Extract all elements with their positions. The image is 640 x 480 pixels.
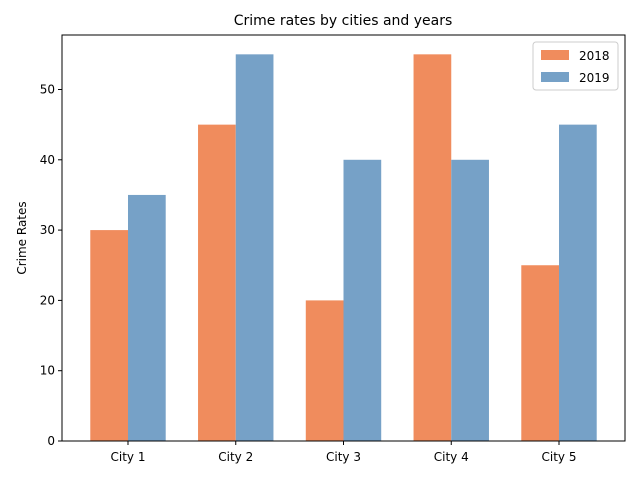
y-tick-label: 30 <box>40 223 55 237</box>
y-tick-label: 50 <box>40 82 55 96</box>
bar-2019-city-5 <box>559 124 597 442</box>
x-tick-label: City 4 <box>434 450 469 464</box>
x-tick-label: City 3 <box>326 450 361 464</box>
x-axis: City 1 City 2 City 3 City 4 City 5 <box>111 441 577 464</box>
y-axis: 0 10 20 30 40 50 <box>40 82 62 448</box>
legend: 2018 2019 <box>532 41 619 91</box>
bar-2018-city-5 <box>521 265 560 441</box>
y-tick-label: 40 <box>40 153 55 167</box>
legend-label-2018: 2018 <box>579 49 610 63</box>
bar-2019-city-2 <box>235 54 274 441</box>
y-axis-label: Crime Rates <box>15 201 29 274</box>
legend-swatch-2019 <box>541 72 569 82</box>
plot-frame <box>61 34 626 442</box>
bar-2019-city-4 <box>451 159 489 441</box>
bar-2018-city-2 <box>198 124 236 442</box>
chart-title: Crime rates by cities and years <box>234 13 453 29</box>
bar-2019-city-3 <box>343 159 382 441</box>
bar-2018-city-4 <box>413 54 452 441</box>
x-tick-label: City 5 <box>542 450 577 464</box>
y-tick-label: 10 <box>40 364 55 378</box>
legend-swatch-2018 <box>541 50 569 60</box>
y-tick-label: 20 <box>40 293 55 307</box>
bar-2018-city-3 <box>305 300 344 441</box>
x-tick-label: City 2 <box>218 450 253 464</box>
x-tick-label: City 1 <box>111 450 146 464</box>
bar-2018-city-1 <box>90 230 128 441</box>
legend-label-2019: 2019 <box>579 71 610 85</box>
y-tick-label: 0 <box>47 434 55 448</box>
bar-2019-city-1 <box>127 194 166 441</box>
plot-area <box>90 54 597 442</box>
